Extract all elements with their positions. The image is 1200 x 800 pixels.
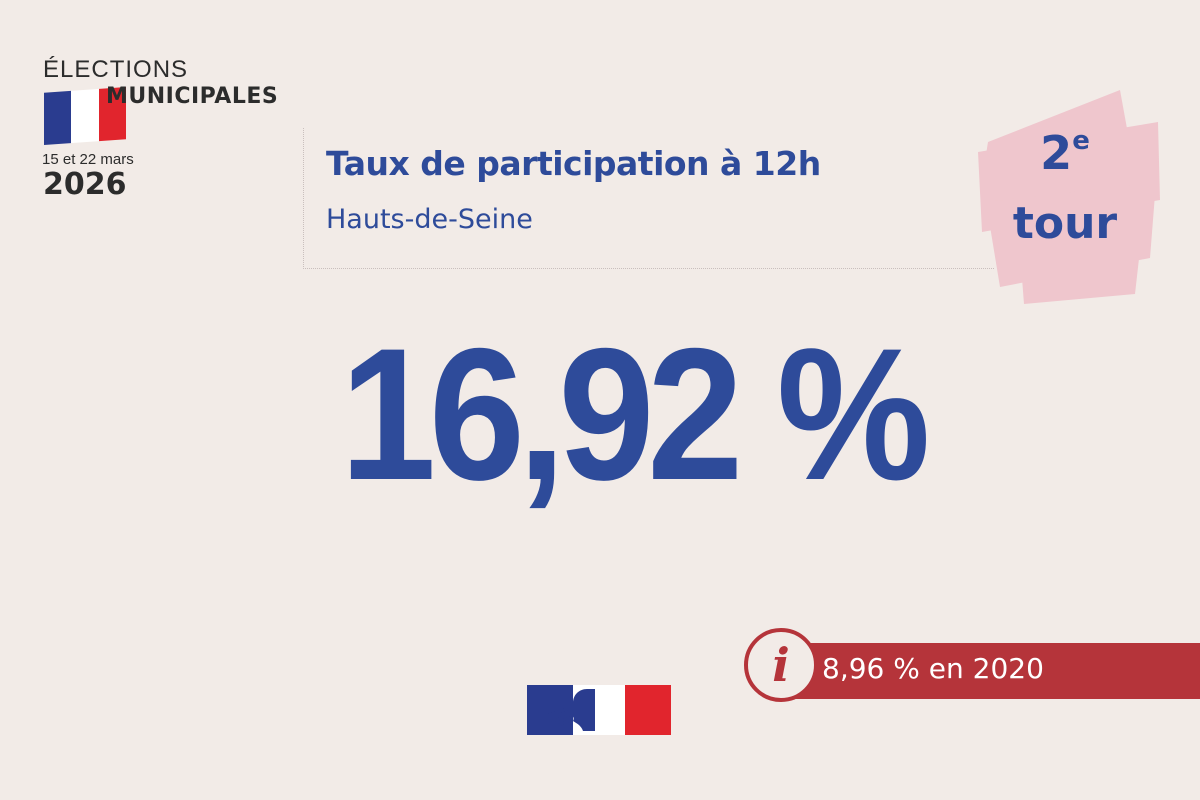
round-number: 2e	[1040, 126, 1090, 180]
headline: Taux de participation à 12h Hauts-de-Sei…	[303, 128, 994, 269]
round-badge: 2e tour	[960, 82, 1170, 307]
comparison-text: 8,96 % en 2020	[822, 652, 1044, 685]
round-word: tour	[1012, 198, 1118, 249]
french-flag-icon	[44, 87, 126, 145]
marianne-profile-icon	[547, 689, 595, 731]
logo-year: 2026	[43, 167, 127, 202]
comparison-banner	[790, 643, 1200, 699]
logo-elections-text: ÉLECTIONS	[43, 56, 189, 83]
logo-dates: 15 et 22 mars	[42, 151, 134, 168]
marianne-logo	[527, 685, 671, 735]
badge-brush-shape	[978, 90, 1160, 304]
info-icon: i	[744, 628, 818, 702]
elections-logo: ÉLECTIONS MUNICIPALES 15 et 22 mars 2026	[40, 50, 300, 210]
participation-value: 16,92 %	[340, 309, 931, 519]
headline-title: Taux de participation à 12h	[326, 144, 821, 183]
logo-municipales-text: MUNICIPALES	[106, 84, 279, 109]
headline-subtitle: Hauts-de-Seine	[326, 204, 533, 235]
